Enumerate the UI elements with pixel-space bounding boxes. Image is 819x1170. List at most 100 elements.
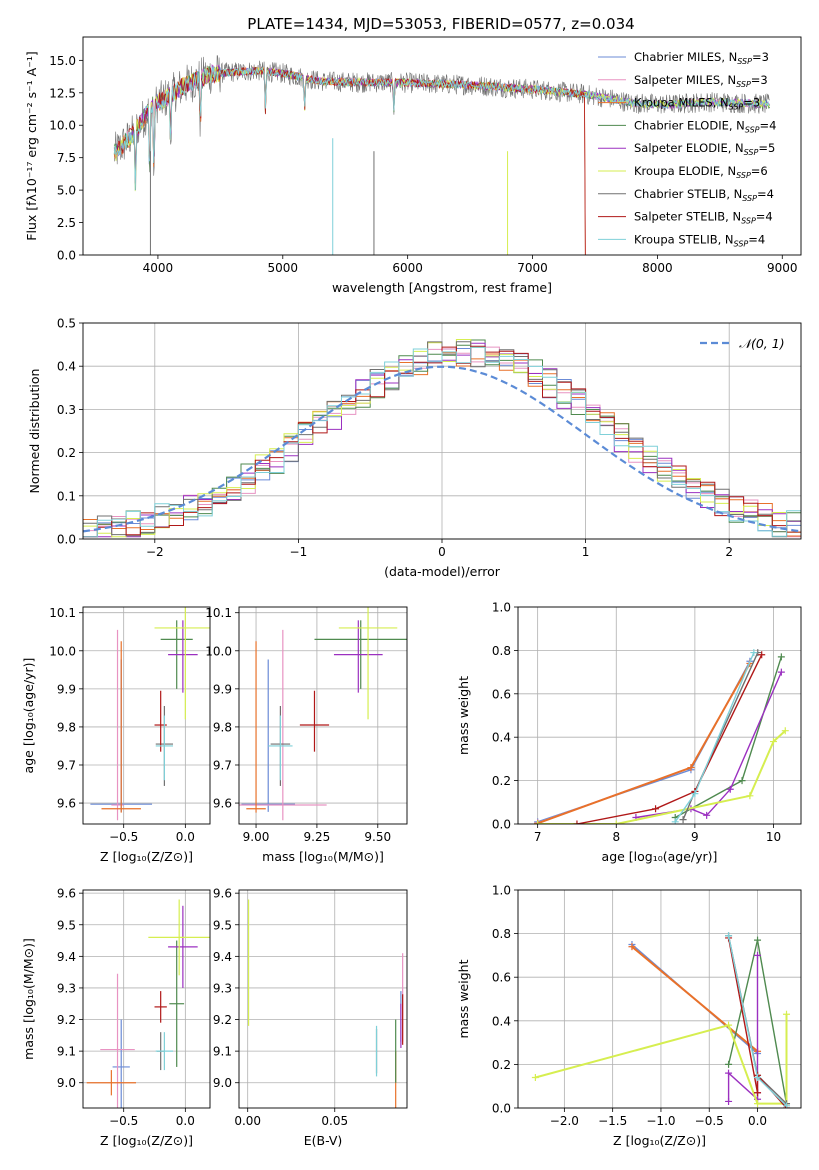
legend-label-count: =4 <box>748 232 765 246</box>
axes-frame <box>517 606 802 825</box>
legend-label-sub: SSP <box>736 171 751 180</box>
errorbar-point-1 <box>239 629 327 821</box>
y-tick-label: 0.2 <box>492 774 511 788</box>
mass-weight-marker <box>652 805 660 813</box>
y-tick-label: 9.2 <box>57 1013 76 1027</box>
y-tick-label: 0.8 <box>492 644 511 658</box>
mass-weight-marker <box>738 777 746 785</box>
mass-weight-series-5 <box>531 1010 791 1108</box>
x-tick-label: 9.50 <box>364 830 391 844</box>
y-tick-label: 9.4 <box>57 950 76 964</box>
y-tick-label: 9.6 <box>57 887 76 901</box>
y-tick-label: 9.5 <box>57 918 76 932</box>
mass-weight-marker <box>628 943 636 951</box>
errorbar-point-2 <box>101 641 141 813</box>
legend-label-count: =4 <box>757 187 774 201</box>
axes-frame <box>238 889 408 1109</box>
y-tick-label: 9.8 <box>213 720 232 734</box>
errorbar-point-3 <box>169 940 185 1067</box>
legend-label: Salpeter ELODIE, NSSP=5 <box>634 141 775 157</box>
errorbar-point-5 <box>148 899 210 976</box>
mass-weight-marker <box>754 951 762 959</box>
legend-label-main: Kroupa MILES, N <box>634 96 729 110</box>
x-tick-label: −1 <box>290 545 308 559</box>
mass-weight-marker <box>534 820 542 824</box>
x-axis-label: E(B-V) <box>304 1133 343 1148</box>
y-tick-label: 0.4 <box>57 360 76 374</box>
x-tick-label: 9 <box>691 830 699 844</box>
axes-frame <box>82 889 211 1109</box>
legend-label-count: =5 <box>758 141 775 155</box>
x-tick-label: −2.0 <box>550 1114 579 1128</box>
y-tick-label: 9.0 <box>57 1076 76 1090</box>
x-axis-label: Z [log₁₀(Z/Z⊙)] <box>100 1133 193 1148</box>
legend-label-main: Chabrier MILES, N <box>634 50 737 64</box>
errorbar-point-7 <box>154 991 167 1023</box>
spectrum-line-7 <box>114 66 586 255</box>
axes-massweight_vs_Z: −2.0 −1.5 −1.0 −0.5 0.0 0.0 0.2 0.4 0.6 0.8 1.0 Z [… <box>456 884 802 1148</box>
mass-weight-marker <box>777 653 785 661</box>
mass-weight-series-8 <box>671 649 758 824</box>
mass-weight-series-5 <box>534 727 789 824</box>
errorbar-point-4 <box>168 905 198 988</box>
plot-area-massweight_vs_Z <box>531 932 791 1108</box>
legend-label-sub: SSP <box>729 103 744 112</box>
y-tick-label: 9.7 <box>57 758 76 772</box>
y-tick-label: 10.1 <box>49 606 76 620</box>
y-tick-label: 9.0 <box>213 1076 232 1090</box>
y-tick-label: 0.8 <box>492 927 511 941</box>
y-tick-label: 0.5 <box>57 317 76 331</box>
errorbar-point-2 <box>86 1070 137 1096</box>
axes-mass_vs_Z: −0.5 0.0 9.0 9.1 9.2 9.3 9.4 9.5 9.6 Z [log₁₀(Z/Z… <box>21 887 211 1148</box>
mass-weight-marker <box>781 727 789 735</box>
axes-frame <box>238 606 408 825</box>
legend-label-main: Salpeter ELODIE, N <box>634 141 744 155</box>
mass-weight-marker <box>612 820 620 824</box>
legend-label: Chabrier ELODIE, NSSP=4 <box>634 118 776 134</box>
x-tick-label: 0 <box>438 545 446 559</box>
legend-label: Chabrier MILES, NSSP=3 <box>634 50 769 66</box>
x-tick-label: −2 <box>146 545 164 559</box>
axes-frame <box>82 36 802 256</box>
y-axis-label: age [log₁₀(age/yr)] <box>21 658 36 774</box>
x-tick-label: 10 <box>766 830 781 844</box>
y-tick-label: 2.5 <box>57 216 76 230</box>
errorbar-point-7 <box>299 690 330 752</box>
errorbar-point-8 <box>155 1032 174 1071</box>
x-tick-label: 9.25 <box>304 830 331 844</box>
mass-weight-marker <box>573 820 581 824</box>
legend-label-count: =3 <box>751 73 768 87</box>
plot-area-spectrum <box>113 55 771 255</box>
y-tick-label: 9.9 <box>57 682 76 696</box>
y-tick-label: 0.1 <box>57 489 76 503</box>
mass-weight-series-8 <box>725 932 791 1108</box>
mass-weight-marker <box>758 651 766 659</box>
legend-label: Salpeter STELIB, NSSP=4 <box>634 210 773 226</box>
mass-weight-marker <box>726 785 734 793</box>
legend-label-main: Chabrier STELIB, N <box>634 187 742 201</box>
errorbar-point-0 <box>241 659 295 812</box>
x-axis-label: Z [log₁₀(Z/Z⊙)] <box>613 1133 706 1148</box>
mass-weight-line <box>631 945 759 1053</box>
errorbar-point-4 <box>333 620 383 693</box>
y-tick-label: 9.4 <box>213 950 232 964</box>
mass-weight-marker <box>754 1089 762 1097</box>
y-tick-label: 9.3 <box>57 981 76 995</box>
legend-label: Salpeter MILES, NSSP=3 <box>634 73 768 89</box>
axes-spectrum: 4000 5000 6000 7000 8000 9000 0.0 2.5 5.0 7.5 10.0… <box>24 36 802 295</box>
y-tick-label: 9.3 <box>213 981 232 995</box>
x-tick-label: 7 <box>534 830 542 844</box>
legend-label-count: =6 <box>751 164 768 178</box>
mass-weight-marker <box>687 764 695 772</box>
y-tick-label: 10.0 <box>49 644 76 658</box>
x-tick-label: −0.5 <box>109 1114 138 1128</box>
x-tick-label: 2 <box>725 545 733 559</box>
x-tick-label: −0.5 <box>695 1114 724 1128</box>
mass-weight-marker <box>671 818 679 824</box>
x-tick-label: 8000 <box>642 261 673 275</box>
y-tick-label: 9.2 <box>213 1013 232 1027</box>
y-tick-label: 0.2 <box>492 1058 511 1072</box>
y-tick-label: 0.0 <box>492 818 511 832</box>
mass-weight-marker <box>754 936 762 944</box>
